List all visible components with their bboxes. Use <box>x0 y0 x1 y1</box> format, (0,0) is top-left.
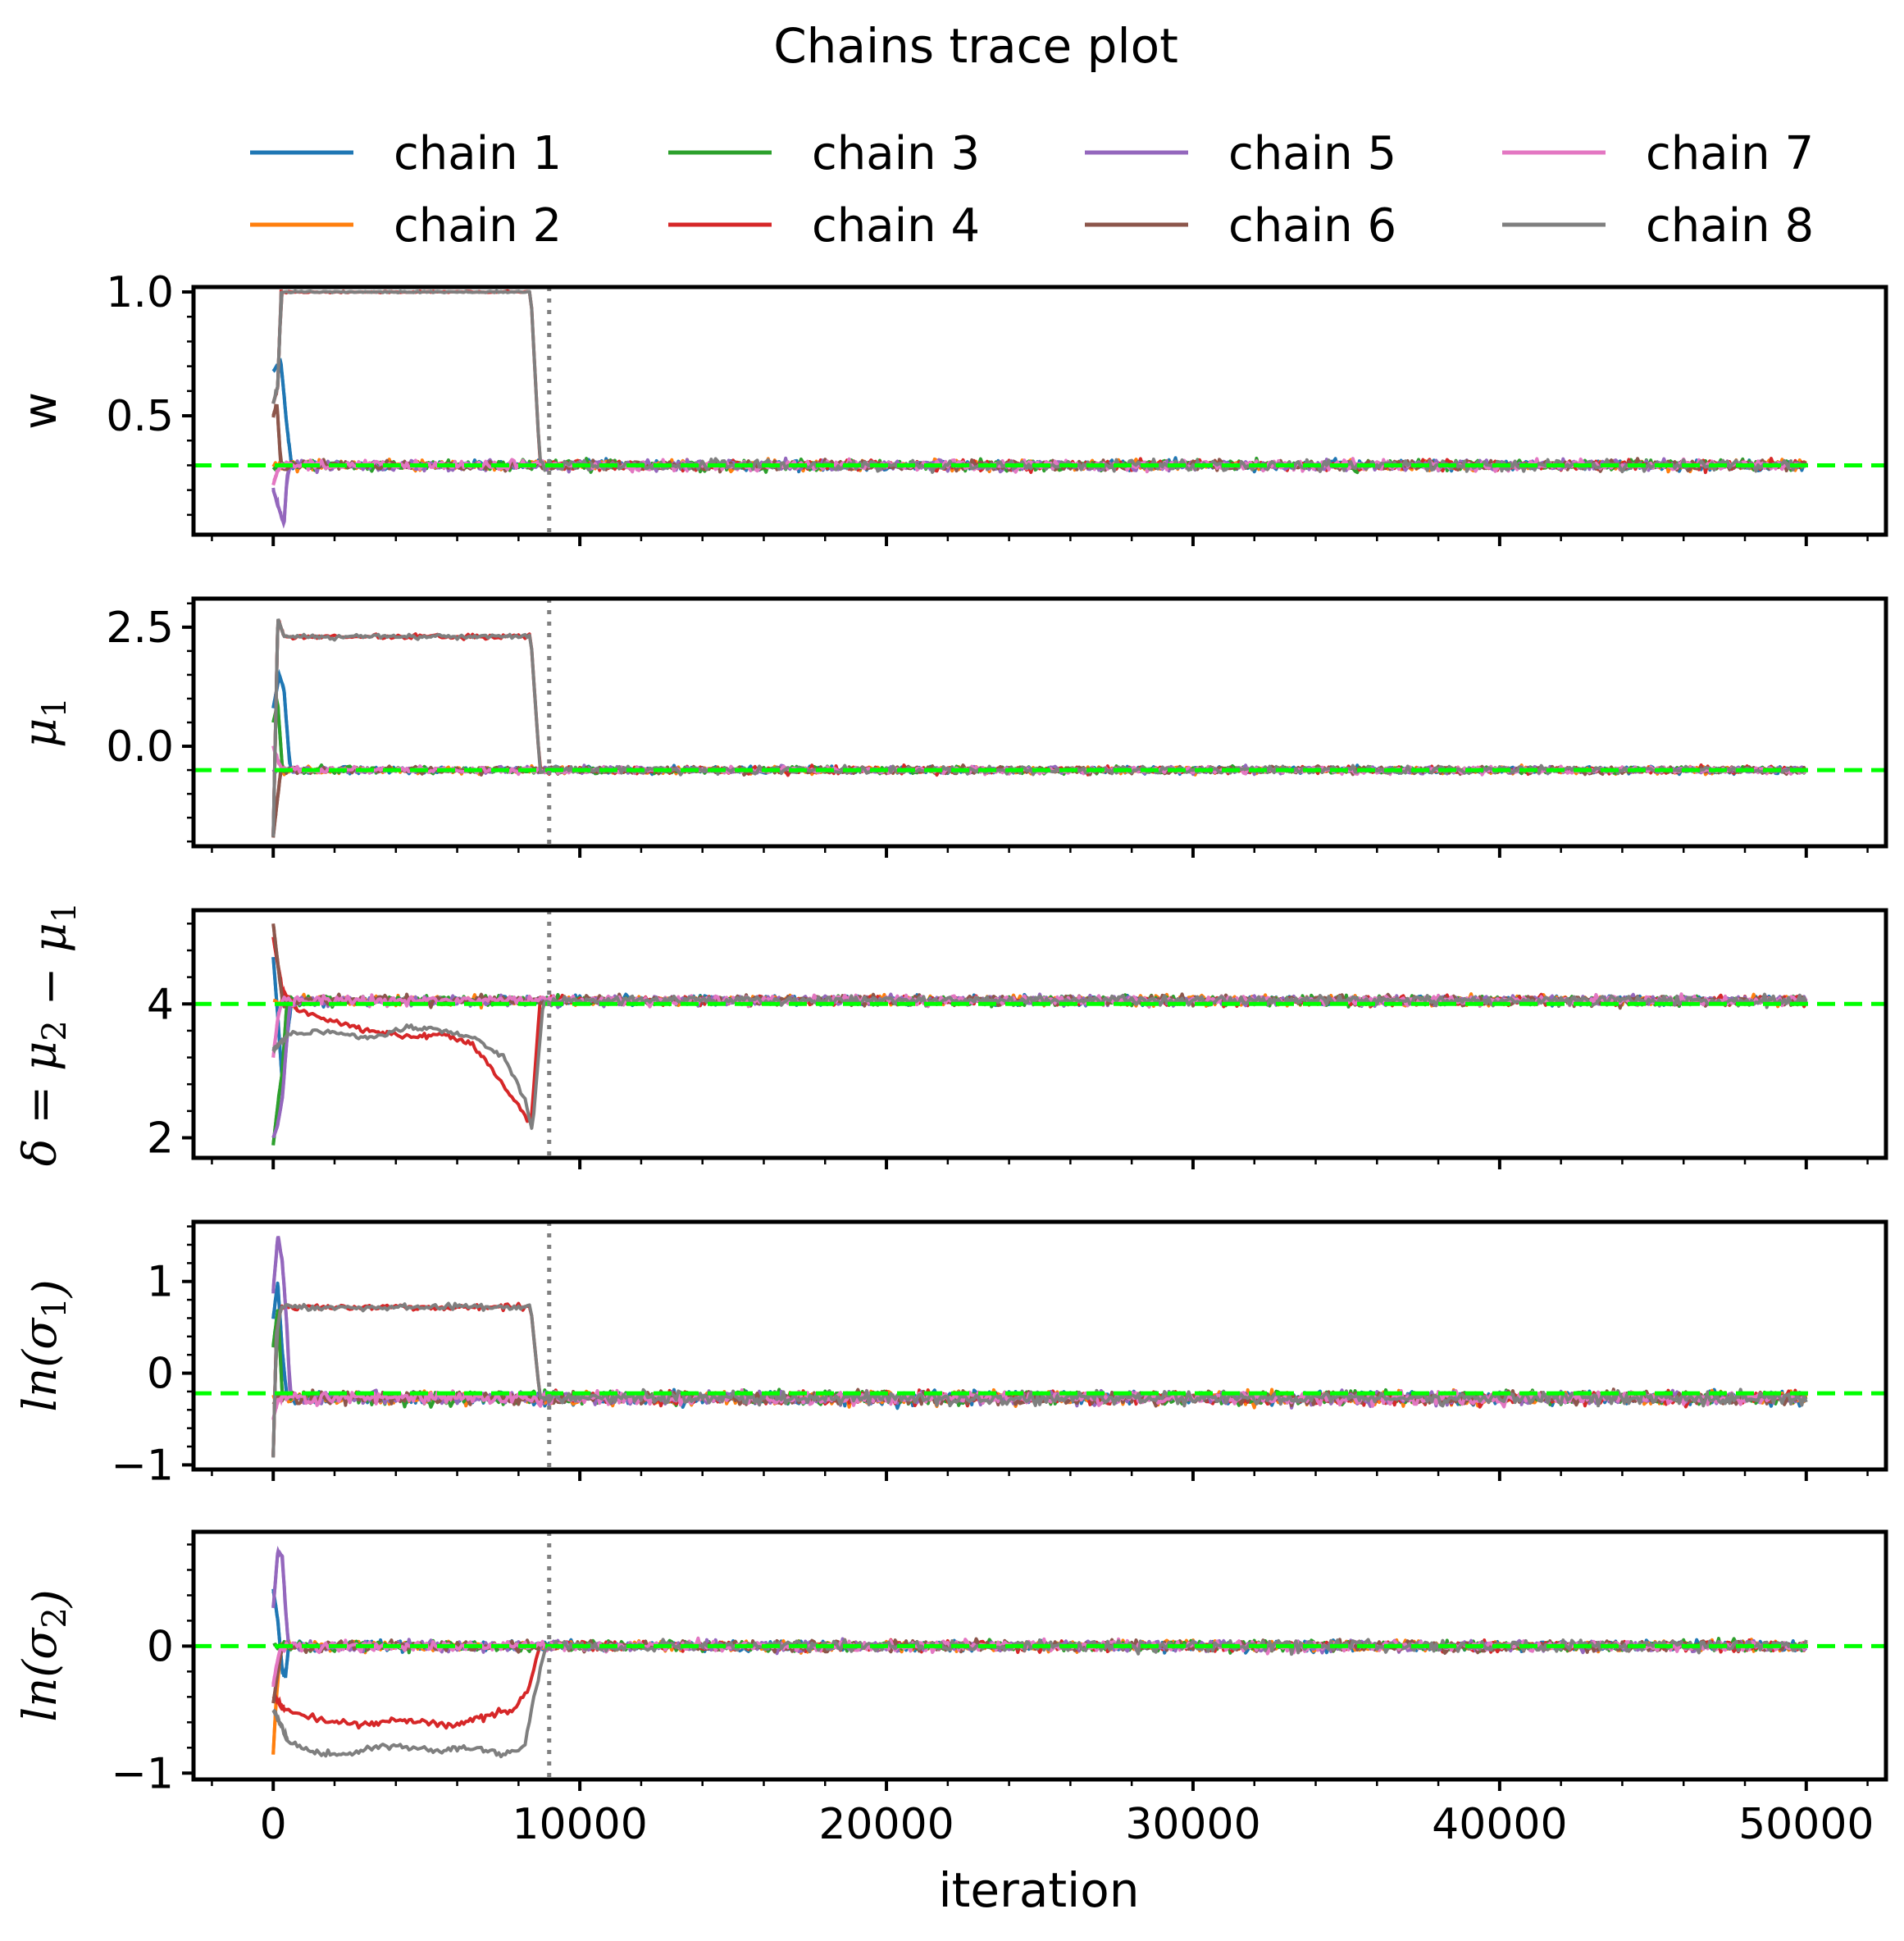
panel: −1 0 1 ln(σ1) <box>14 1219 1888 1490</box>
chain-trace <box>271 1237 1807 1410</box>
axes-frame <box>191 1219 1888 1472</box>
chain-trace <box>271 1638 1808 1755</box>
chain-trace <box>271 1638 1808 1759</box>
y-tick-label: 1.0 <box>106 268 174 317</box>
chain-trace-early <box>271 467 292 529</box>
legend-entry: chain 2 <box>250 199 562 253</box>
y-axis-label: μ1 <box>14 697 74 748</box>
chain-trace <box>271 1281 1807 1410</box>
legend-label: chain 3 <box>812 127 980 180</box>
chain-trace-early <box>271 291 283 404</box>
chain-trace-early <box>271 924 285 1003</box>
axes-frame <box>191 1529 1888 1782</box>
chain-trace-early <box>271 1309 283 1458</box>
chain-trace <box>271 289 1807 475</box>
y-tick-label: 0 <box>147 1350 174 1399</box>
chain-trace <box>271 1588 1807 1677</box>
chain-trace <box>271 763 1808 837</box>
y-tick-label: 0.5 <box>106 392 174 441</box>
legend-label: chain 1 <box>394 127 562 180</box>
legend-entry: chain 4 <box>668 199 980 253</box>
y-axis-label: ln(σ1) <box>14 1279 77 1411</box>
y-axis-label: w <box>14 392 67 430</box>
legend-label: chain 6 <box>1228 199 1396 253</box>
legend-entry: chain 5 <box>1085 127 1396 180</box>
chain-trace-early <box>271 1709 290 1743</box>
chain-trace-early <box>271 1005 292 1138</box>
chain-trace <box>271 1301 1808 1456</box>
chain-trace-early <box>271 1647 282 1688</box>
axes-frame <box>191 285 1888 537</box>
legend-label: chain 7 <box>1646 127 1814 180</box>
y-tick-label: 2 <box>147 1114 174 1164</box>
chain-trace <box>271 289 1807 474</box>
panel: −1 0 ln(σ2) 0 10000 20000 30000 40000 50000 <box>14 1529 1888 1849</box>
chain-trace-early <box>271 999 285 1058</box>
chain-trace <box>271 702 1808 776</box>
chain-trace <box>271 993 1808 1145</box>
chain-trace <box>271 1301 1807 1456</box>
legend-entry: chain 1 <box>250 127 562 180</box>
chain-trace <box>272 1638 1808 1730</box>
legend-entry: chain 8 <box>1502 199 1814 253</box>
y-tick-label: 4 <box>147 980 174 1029</box>
legend-label: chain 8 <box>1646 199 1814 253</box>
y-tick-label: −1 <box>111 1441 174 1490</box>
chain-trace-early <box>271 1029 290 1055</box>
x-tick-label: 30000 <box>1125 1800 1260 1849</box>
x-tick-label: 20000 <box>818 1800 954 1849</box>
legend: chain 1 chain 2 chain 3 chain 4 chain 5 chain… <box>250 127 1814 253</box>
chain-trace <box>271 622 1808 837</box>
x-tick-label: 0 <box>260 1800 287 1849</box>
chain-trace-early <box>271 357 294 465</box>
chain-trace-early <box>271 1545 290 1647</box>
chain-trace <box>271 674 1807 777</box>
legend-label: chain 5 <box>1228 127 1396 180</box>
chain-trace-early <box>271 1644 285 1703</box>
y-axis-label: ln(σ2) <box>14 1589 77 1721</box>
y-tick-label: −1 <box>111 1749 174 1798</box>
chain-trace-early <box>271 1236 292 1392</box>
y-tick-label: 0.0 <box>106 722 174 772</box>
chain-trace <box>271 622 1807 837</box>
x-axis-label: iteration <box>938 1862 1139 1918</box>
y-tick-label: 2.5 <box>106 604 174 653</box>
y-axis-label: δ = μ2 − μ1 <box>14 902 84 1166</box>
legend-entry: chain 7 <box>1502 127 1814 180</box>
chain-trace <box>271 992 1808 1130</box>
x-tick-label: 50000 <box>1738 1800 1874 1849</box>
legend-entry: chain 3 <box>668 127 980 180</box>
chart-title: Chains trace plot <box>773 18 1178 74</box>
panel: 0.0 2.5 μ1 <box>14 596 1888 858</box>
panel: 0.5 1.0 w <box>14 268 1888 546</box>
x-tick-label: 40000 <box>1432 1800 1567 1849</box>
panel: 2 4 δ = μ2 − μ1 <box>14 902 1888 1169</box>
axes-frame <box>191 908 1888 1160</box>
legend-label: chain 2 <box>394 199 562 253</box>
chain-trace <box>271 956 1807 1080</box>
chain-trace <box>271 936 1808 1123</box>
chain-trace <box>271 992 1808 1139</box>
legend-entry: chain 6 <box>1085 199 1396 253</box>
y-tick-label: 1 <box>147 1258 174 1307</box>
y-tick-label: 0 <box>147 1622 174 1671</box>
chain-trace-early <box>271 618 285 837</box>
chain-trace-early <box>271 403 283 462</box>
chain-trace <box>271 361 1807 474</box>
legend-label: chain 4 <box>812 199 980 253</box>
chain-trace-early <box>271 1310 285 1397</box>
x-tick-label: 10000 <box>512 1800 647 1849</box>
